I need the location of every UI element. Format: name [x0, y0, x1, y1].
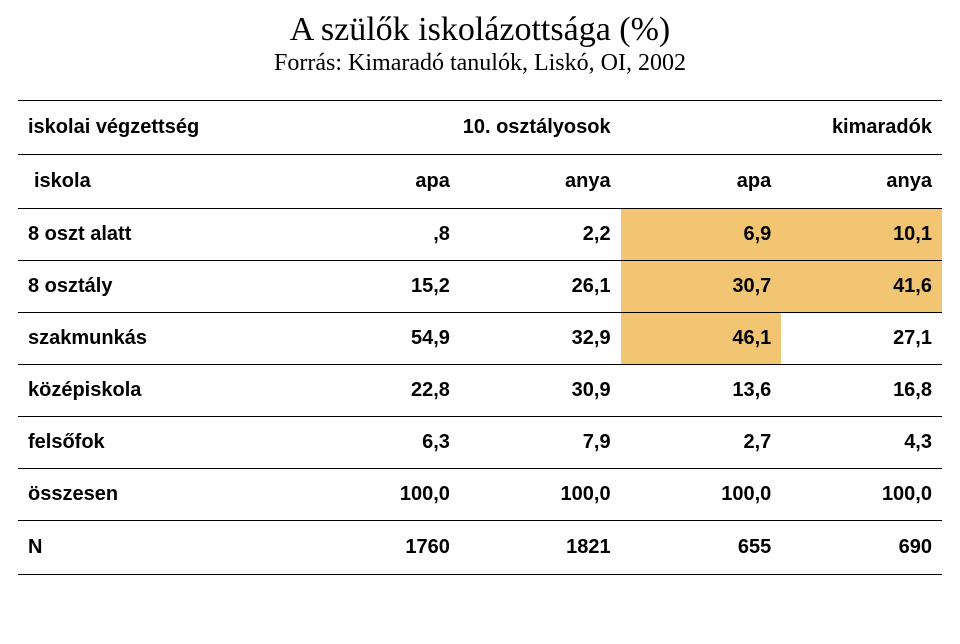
- table-row: 8 oszt alatt ,8 2,2 6,9 10,1: [18, 208, 942, 260]
- row-label: 8 osztály: [18, 260, 299, 312]
- page-title: A szülők iskolázottsága (%): [18, 10, 942, 49]
- row-val: 100,0: [781, 468, 942, 520]
- header2-c4: apa: [621, 154, 782, 208]
- row-val: 7,9: [460, 416, 621, 468]
- row-val: 1821: [460, 520, 621, 574]
- row-val: 54,9: [299, 312, 460, 364]
- header2-c5: anya: [781, 154, 942, 208]
- table-row: szakmunkás 54,9 32,9 46,1 27,1: [18, 312, 942, 364]
- row-val: 26,1: [460, 260, 621, 312]
- row-val: 13,6: [621, 364, 782, 416]
- education-table: iskolai végzettség 10. osztályosok kimar…: [18, 100, 942, 575]
- table-row: N 1760 1821 655 690: [18, 520, 942, 574]
- row-val: 1760: [299, 520, 460, 574]
- row-val: 30,9: [460, 364, 621, 416]
- row-val: ,8: [299, 208, 460, 260]
- row-val: 6,3: [299, 416, 460, 468]
- table-row: középiskola 22,8 30,9 13,6 16,8: [18, 364, 942, 416]
- row-val: 4,3: [781, 416, 942, 468]
- row-val: 16,8: [781, 364, 942, 416]
- source-line: Forrás: Kimaradó tanulók, Liskó, OI, 200…: [18, 49, 942, 78]
- header1-group1: 10. osztályosok: [299, 100, 620, 154]
- table-header-row-2: iskola apa anya apa anya: [18, 154, 942, 208]
- table-row: 8 osztály 15,2 26,1 30,7 41,6: [18, 260, 942, 312]
- row-val: 32,9: [460, 312, 621, 364]
- row-label: középiskola: [18, 364, 299, 416]
- row-val: 10,1: [781, 208, 942, 260]
- row-val: 15,2: [299, 260, 460, 312]
- slide: A szülők iskolázottsága (%) Forrás: Kima…: [0, 0, 960, 644]
- table-row: összesen 100,0 100,0 100,0 100,0: [18, 468, 942, 520]
- row-val: 22,8: [299, 364, 460, 416]
- row-val: 41,6: [781, 260, 942, 312]
- row-val: 655: [621, 520, 782, 574]
- header2-c2: apa: [299, 154, 460, 208]
- header2-c3: anya: [460, 154, 621, 208]
- row-val: 690: [781, 520, 942, 574]
- header1-col1: iskolai végzettség: [18, 100, 299, 154]
- row-label: összesen: [18, 468, 299, 520]
- row-val: 30,7: [621, 260, 782, 312]
- row-label: 8 oszt alatt: [18, 208, 299, 260]
- table-header-row-1: iskolai végzettség 10. osztályosok kimar…: [18, 100, 942, 154]
- row-val: 46,1: [621, 312, 782, 364]
- row-val: 6,9: [621, 208, 782, 260]
- row-val: 2,2: [460, 208, 621, 260]
- row-label: N: [18, 520, 299, 574]
- row-label: szakmunkás: [18, 312, 299, 364]
- row-label: felsőfok: [18, 416, 299, 468]
- table-row: felsőfok 6,3 7,9 2,7 4,3: [18, 416, 942, 468]
- row-val: 100,0: [460, 468, 621, 520]
- row-val: 100,0: [299, 468, 460, 520]
- row-val: 2,7: [621, 416, 782, 468]
- row-val: 27,1: [781, 312, 942, 364]
- header1-group2: kimaradók: [621, 100, 942, 154]
- header2-col1: iskola: [18, 154, 299, 208]
- row-val: 100,0: [621, 468, 782, 520]
